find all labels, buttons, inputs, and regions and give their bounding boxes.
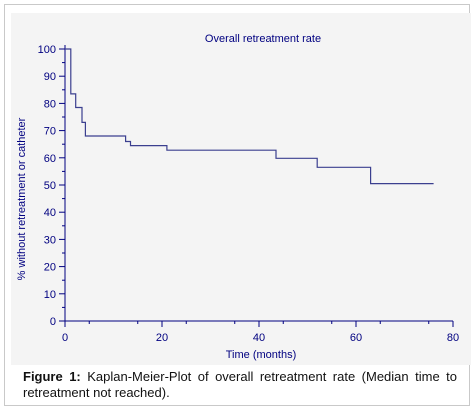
y-tick-label: 80 xyxy=(44,98,56,110)
caption-label: Figure 1: xyxy=(23,369,81,384)
survival-curve xyxy=(65,48,434,185)
y-tick-label: 70 xyxy=(44,126,56,138)
y-tick-label: 60 xyxy=(44,153,56,165)
series-layer xyxy=(65,48,434,185)
figure-caption: Figure 1: Kaplan-Meier-Plot of overall r… xyxy=(23,369,457,401)
y-tick-label: 20 xyxy=(44,262,56,274)
figure-frame: Overall retreatment rate Time (months) %… xyxy=(4,4,471,406)
kaplan-meier-chart: Overall retreatment rate Time (months) %… xyxy=(16,33,459,361)
x-tick-label: 60 xyxy=(350,332,362,344)
x-tick-label: 40 xyxy=(253,332,265,344)
y-tick-label: 90 xyxy=(44,71,56,83)
x-tick-label: 0 xyxy=(62,332,68,344)
chart-title: Overall retreatment rate xyxy=(205,33,321,45)
y-tick-label: 40 xyxy=(44,207,56,219)
y-axis-label: % without retreatment or catheter xyxy=(16,117,28,280)
y-tick-label: 100 xyxy=(38,44,56,56)
axes: 0 10 20 30 40 50 60 70 80 90 100 0 20 40 60 80 xyxy=(38,44,459,344)
y-tick-label: 0 xyxy=(50,316,56,328)
y-tick-label: 50 xyxy=(44,180,56,192)
y-tick-label: 10 xyxy=(44,289,56,301)
x-tick-label: 20 xyxy=(156,332,168,344)
chart-panel: Overall retreatment rate Time (months) %… xyxy=(11,13,471,365)
x-axis-label: Time (months) xyxy=(226,349,297,361)
y-tick-label: 30 xyxy=(44,234,56,246)
caption-text: Kaplan-Meier-Plot of overall retreatment… xyxy=(23,369,457,400)
x-tick-label: 80 xyxy=(447,332,459,344)
